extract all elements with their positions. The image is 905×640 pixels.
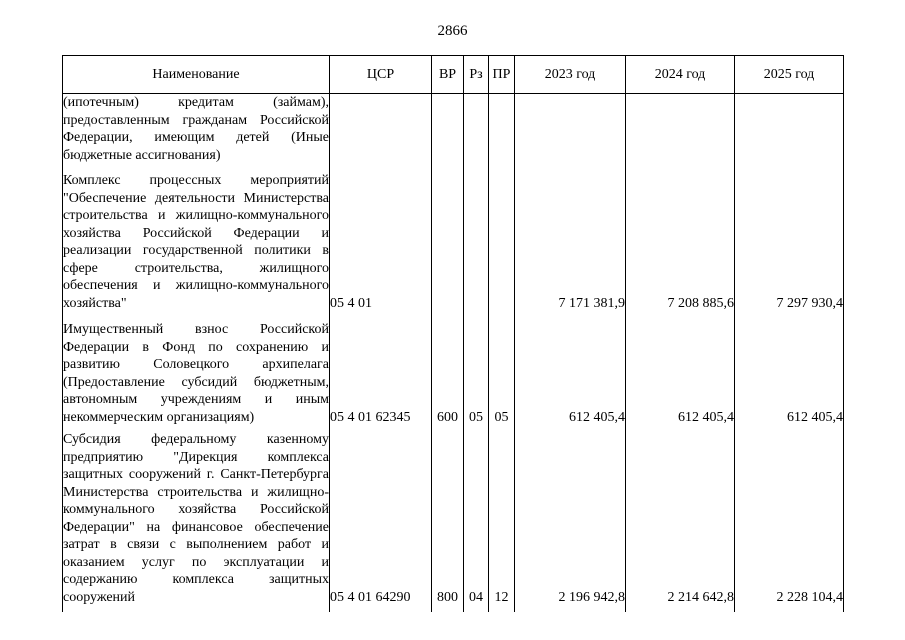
row-vr [431, 164, 464, 315]
row-pr: 12 [488, 428, 515, 612]
row-2024 [625, 93, 735, 164]
header-2023: 2023 год [514, 55, 626, 94]
row-name: Комплекс процессных мероприятий "Обеспеч… [62, 164, 330, 315]
header-2024: 2024 год [625, 55, 735, 94]
row-2024: 2 214 642,8 [625, 428, 735, 612]
header-pr: ПР [488, 55, 515, 94]
row-csr: 05 4 01 64290 [329, 428, 432, 612]
table-row: Комплекс процессных мероприятий "Обеспеч… [62, 164, 844, 315]
row-name: Имущественный взнос Российской Федерации… [62, 315, 330, 428]
row-csr: 05 4 01 62345 [329, 315, 432, 428]
header-vr: ВР [431, 55, 464, 94]
row-2024: 612 405,4 [625, 315, 735, 428]
header-2025: 2025 год [734, 55, 844, 94]
row-2024: 7 208 885,6 [625, 164, 735, 315]
row-vr [431, 93, 464, 164]
row-2023: 612 405,4 [514, 315, 626, 428]
row-2023: 7 171 381,9 [514, 164, 626, 315]
row-csr: 05 4 01 [329, 164, 432, 315]
row-rz: 04 [463, 428, 489, 612]
table-row: Субсидия федеральному казенному предприя… [62, 428, 844, 612]
row-2025 [734, 93, 844, 164]
row-2025: 7 297 930,4 [734, 164, 844, 315]
row-vr: 600 [431, 315, 464, 428]
row-rz: 05 [463, 315, 489, 428]
row-2023: 2 196 942,8 [514, 428, 626, 612]
row-pr [488, 164, 515, 315]
row-pr: 05 [488, 315, 515, 428]
row-2023 [514, 93, 626, 164]
row-rz [463, 93, 489, 164]
header-name: Наименование [62, 55, 330, 94]
row-2025: 612 405,4 [734, 315, 844, 428]
row-pr [488, 93, 515, 164]
row-vr: 800 [431, 428, 464, 612]
row-name: Субсидия федеральному казенному предприя… [62, 428, 330, 612]
table-header-row: Наименование ЦСР ВР Рз ПР 2023 год 2024 … [62, 55, 844, 94]
row-rz [463, 164, 489, 315]
header-rz: Рз [463, 55, 489, 94]
row-name: (ипотечным) кредитам (займам), предостав… [62, 93, 330, 164]
table-row: Имущественный взнос Российской Федерации… [62, 315, 844, 428]
table-row: (ипотечным) кредитам (займам), предостав… [62, 93, 844, 164]
budget-table: Наименование ЦСР ВР Рз ПР 2023 год 2024 … [62, 55, 844, 612]
page-number: 2866 [437, 23, 468, 39]
row-csr [329, 93, 432, 164]
row-2025: 2 228 104,4 [734, 428, 844, 612]
header-csr: ЦСР [329, 55, 432, 94]
